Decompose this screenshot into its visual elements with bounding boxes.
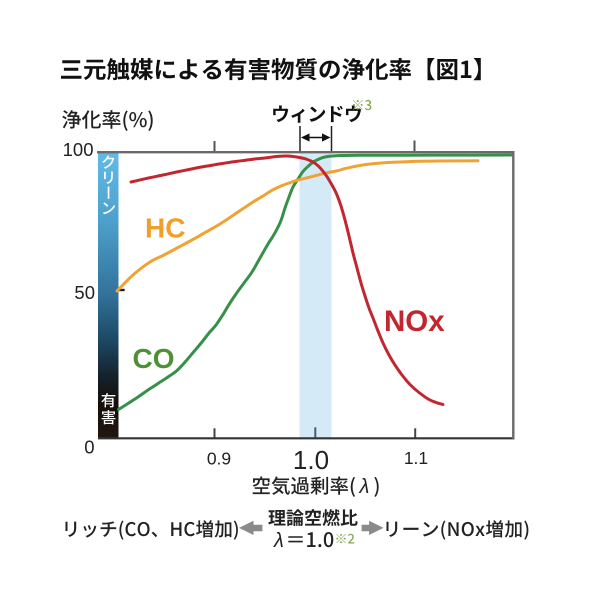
svg-text:100: 100 [63, 139, 94, 160]
svg-text:HC: HC [145, 213, 185, 244]
svg-text:NOx: NOx [384, 305, 445, 338]
svg-text:0: 0 [84, 437, 94, 458]
svg-text:CO: CO [133, 343, 175, 374]
svg-text:1.0: 1.0 [293, 445, 329, 475]
svg-text:1.1: 1.1 [404, 448, 428, 468]
svg-text:λ: λ [359, 476, 370, 498]
svg-text:50: 50 [74, 282, 95, 303]
svg-text:λ: λ [273, 530, 284, 552]
svg-text:0.9: 0.9 [207, 449, 231, 469]
